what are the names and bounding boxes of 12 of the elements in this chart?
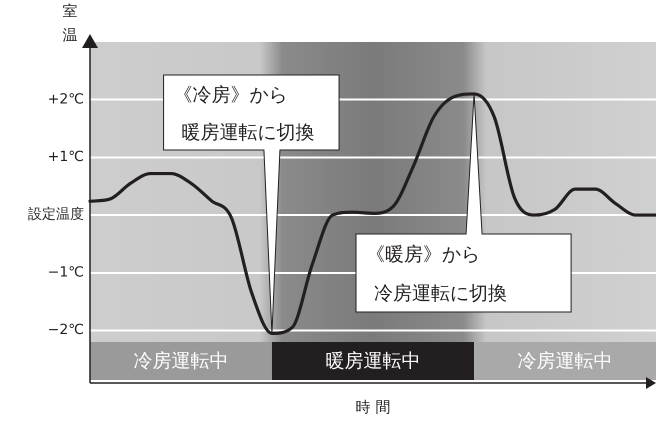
text: 冷房運転中 [518,350,613,372]
x-axis-title: 時 間 [356,398,390,416]
y-tick-label: 設定温度 [28,206,84,223]
text: 冷房運転中 [133,350,228,372]
y-tick-label: −2℃ [48,322,84,338]
annotation: 《暖房》から冷房運転に切換 [366,244,508,304]
y-tick-label: +1℃ [48,149,84,166]
annotation: 《冷房》から暖房運転に切換 [174,84,315,144]
y-tick-label: −1℃ [48,264,84,280]
y-axis-title: 室温 [62,2,78,44]
y-tick-label: +2℃ [48,91,84,108]
text: 暖房運転中 [326,350,420,372]
